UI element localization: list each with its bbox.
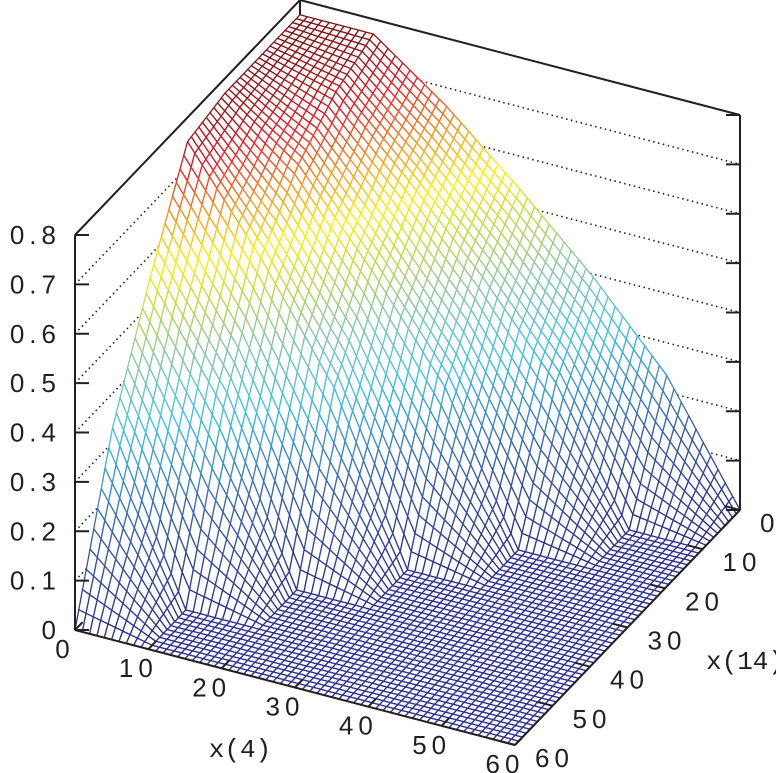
x4-tick xyxy=(74,621,84,631)
x4-tick xyxy=(294,678,304,689)
x14-tick xyxy=(500,740,516,746)
x4-tick-label: 20 xyxy=(192,672,231,702)
x14-tick-label: 60 xyxy=(535,743,574,773)
x14-tick xyxy=(537,701,553,707)
x4-tick xyxy=(514,736,524,746)
z-tick-label: 0.6 xyxy=(10,319,61,349)
x4-tick xyxy=(367,698,377,708)
x14-tick xyxy=(725,505,741,511)
surface-mesh xyxy=(74,14,741,746)
x4-tick-label: 40 xyxy=(339,711,378,741)
x4-tick-label: 10 xyxy=(119,653,158,683)
x14-axis-label: x(14) xyxy=(706,647,776,677)
x4-tick-label: 0 xyxy=(55,634,74,664)
x14-tick xyxy=(687,544,703,551)
x14-tick-label: 20 xyxy=(685,586,724,616)
x14-tick-label: 50 xyxy=(572,704,611,734)
x4-tick-label: 30 xyxy=(266,692,305,722)
x14-tick-label: 10 xyxy=(722,547,761,577)
z-tick-label: 0.4 xyxy=(10,418,61,448)
top-edge-right xyxy=(299,0,741,116)
x4-tick xyxy=(220,659,230,670)
z-tick-label: 0.2 xyxy=(10,516,61,546)
x14-tick-label: 40 xyxy=(610,665,649,695)
z-tick-label: 0.8 xyxy=(10,220,61,250)
x4-tick xyxy=(440,717,450,727)
x14-tick xyxy=(612,622,628,629)
z-tick-label: 0.3 xyxy=(10,467,61,497)
x4-tick-label: 60 xyxy=(486,749,525,773)
x14-tick-label: 30 xyxy=(647,626,686,656)
x4-tick-label: 50 xyxy=(412,730,451,760)
top-edge-left xyxy=(74,0,301,236)
x4-axis-label: x(4) xyxy=(209,735,271,765)
z-tick-label: 0.7 xyxy=(10,269,61,299)
x4-tick xyxy=(147,640,157,650)
z-tick-label: 0.1 xyxy=(10,566,61,596)
x14-tick xyxy=(650,583,666,590)
z-tick-label: 0.5 xyxy=(10,368,61,398)
x14-tick-label: 0 xyxy=(760,508,776,538)
x14-tick xyxy=(575,661,591,668)
z-tick-label: 0 xyxy=(42,615,61,645)
